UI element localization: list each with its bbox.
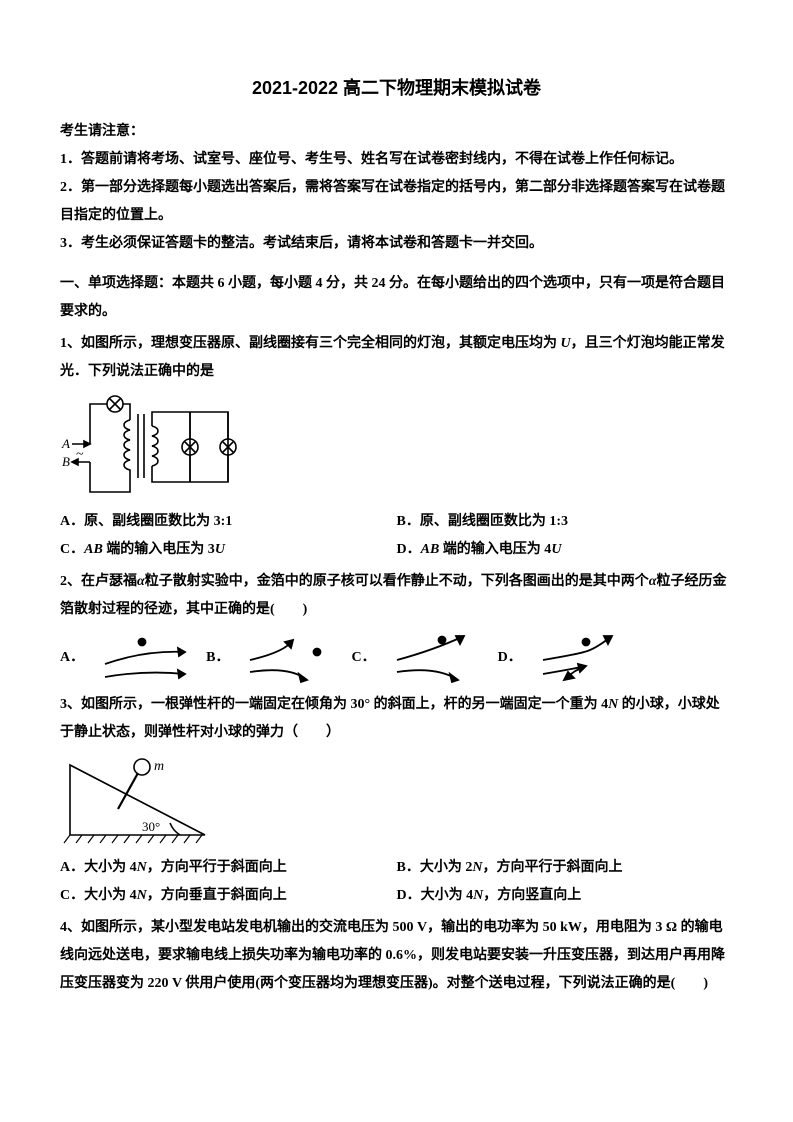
q3-opt-d: D．大小为 4N，方向竖直向上: [397, 882, 734, 910]
q1-text-u: U: [561, 336, 571, 351]
svg-text:A: A: [61, 436, 70, 451]
q3-opt-c: C．大小为 4N，方向垂直于斜面向上: [60, 882, 397, 910]
q2-opt-b-label: B．: [206, 644, 229, 672]
svg-text:m: m: [154, 759, 164, 774]
q3-n: N: [608, 697, 618, 712]
question-4: 4、如图所示，某小型发电站发电机输出的交流电压为 500 V，输出的电功率为 5…: [60, 914, 733, 998]
q2-text-b: 粒子散射实验中，金箔中的原子核可以看作静止不动，下列各图画出的是其中两个: [145, 574, 649, 589]
q3-options: A．大小为 4N，方向平行于斜面向上 B．大小为 2N，方向平行于斜面向上 C．…: [60, 854, 733, 910]
q3-text-a: 3、如图所示，一根弹性杆的一端固定在倾角为 30° 的斜面上，杆的另一端固定一个…: [60, 697, 608, 712]
q2-opt-c-label: C．: [351, 644, 375, 672]
scatter-c-icon: [392, 630, 482, 685]
page-title: 2021-2022 高二下物理期末模拟试卷: [60, 70, 733, 106]
q2-text-a: 2、在卢瑟福: [60, 574, 137, 589]
q2-opt-d-label: D．: [498, 644, 522, 672]
q3-figure: m 30°: [60, 753, 733, 848]
q2-opt-a-label: A．: [60, 644, 84, 672]
q1-text-a: 1、如图所示，理想变压器原、副线圈接有三个完全相同的灯泡，其额定电压均为: [60, 336, 561, 351]
q2-alpha2: α: [649, 574, 657, 589]
svg-text:B: B: [62, 454, 70, 469]
q4-text: 4、如图所示，某小型发电站发电机输出的交流电压为 500 V，输出的电功率为 5…: [60, 920, 725, 991]
q1-opt-b: B．原、副线圈匝数比为 1:3: [397, 508, 734, 536]
transformer-icon: A B ~: [60, 392, 240, 502]
notice-item-2: 2．第一部分选择题每小题选出答案后，需将答案写在试卷指定的括号内，第二部分非选择…: [60, 174, 733, 230]
q2-alpha1: α: [137, 574, 145, 589]
scatter-d-icon: [538, 630, 628, 685]
scatter-b-icon: [245, 630, 335, 685]
svg-text:30°: 30°: [142, 819, 160, 834]
section-1-desc: 一、单项选择题：本题共 6 小题，每小题 4 分，共 24 分。在每小题给出的四…: [60, 270, 733, 326]
notice-heading: 考生请注意：: [60, 118, 733, 146]
scatter-a-icon: [100, 630, 190, 685]
q1-opt-c: C．AB 端的输入电压为 3U: [60, 536, 397, 564]
q1-figure: A B ~: [60, 392, 733, 502]
question-3: 3、如图所示，一根弹性杆的一端固定在倾角为 30° 的斜面上，杆的另一端固定一个…: [60, 691, 733, 747]
q3-opt-a: A．大小为 4N，方向平行于斜面向上: [60, 854, 397, 882]
question-1: 1、如图所示，理想变压器原、副线圈接有三个完全相同的灯泡，其额定电压均为 U，且…: [60, 330, 733, 386]
q1-opt-d: D．AB 端的输入电压为 4U: [397, 536, 734, 564]
notice-item-3: 3．考生必须保证答题卡的整洁。考试结束后，请将本试卷和答题卡一并交回。: [60, 230, 733, 258]
q1-opt-a: A．原、副线圈匝数比为 3:1: [60, 508, 397, 536]
q2-options: A． B． C． D．: [60, 630, 733, 685]
svg-text:~: ~: [76, 447, 84, 462]
q1-options: A．原、副线圈匝数比为 3:1 B．原、副线圈匝数比为 1:3 C．AB 端的输…: [60, 508, 733, 564]
incline-icon: m 30°: [60, 753, 220, 848]
q3-opt-b: B．大小为 2N，方向平行于斜面向上: [397, 854, 734, 882]
notice-item-1: 1．答题前请将考场、试室号、座位号、考生号、姓名写在试卷密封线内，不得在试卷上作…: [60, 146, 733, 174]
question-2: 2、在卢瑟福α粒子散射实验中，金箔中的原子核可以看作静止不动，下列各图画出的是其…: [60, 568, 733, 624]
